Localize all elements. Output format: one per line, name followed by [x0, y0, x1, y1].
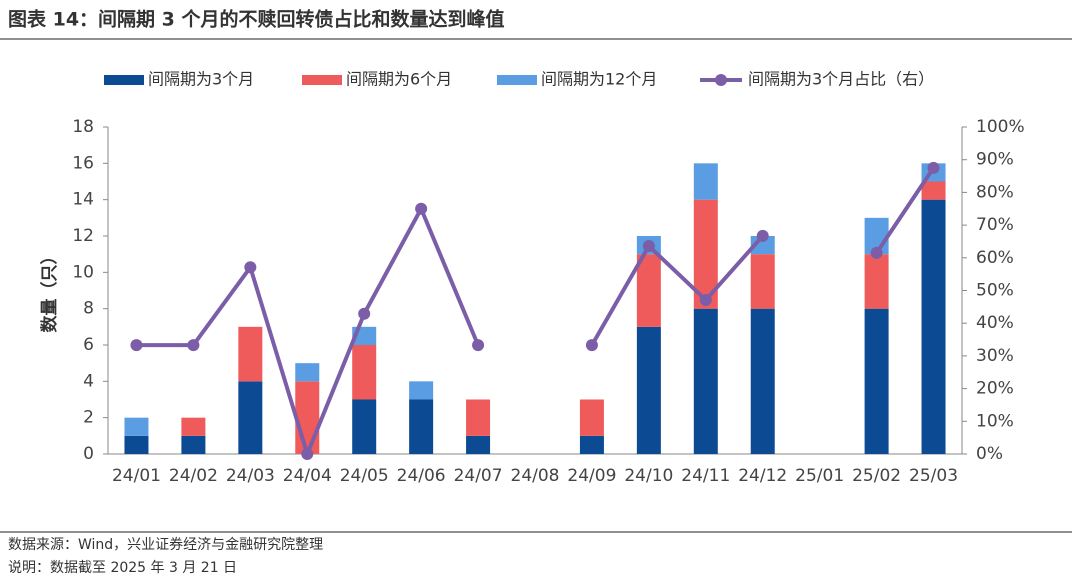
y2-tick-label: 40%	[976, 313, 1014, 333]
x-tick-label: 24/12	[738, 466, 787, 486]
bar-segment	[238, 326, 263, 382]
bar-segment	[579, 435, 604, 454]
x-tick-label: 24/05	[340, 466, 389, 486]
bar-segment	[124, 435, 149, 454]
y-tick-label: 12	[72, 226, 94, 246]
ratio-point	[927, 161, 940, 174]
x-tick-label: 24/08	[511, 466, 560, 486]
bar-segment	[466, 435, 491, 454]
y2-tick-label: 100%	[976, 117, 1025, 137]
bar-segment	[921, 199, 946, 454]
x-tick-label: 24/10	[624, 466, 673, 486]
bar-segment	[579, 399, 604, 436]
bar-segment	[693, 163, 718, 200]
bar-segment	[750, 308, 775, 454]
y-tick-label: 2	[83, 408, 94, 428]
y2-tick-label: 80%	[976, 182, 1014, 202]
ratio-point	[585, 339, 598, 352]
ratio-point	[187, 339, 200, 352]
legend-label: 间隔期为3个月	[148, 70, 254, 89]
x-tick-label: 24/06	[397, 466, 446, 486]
x-tick-label: 25/01	[795, 466, 844, 486]
x-tick-label: 24/03	[226, 466, 275, 486]
y2-tick-label: 10%	[976, 411, 1014, 431]
y2-tick-label: 70%	[976, 215, 1014, 235]
legend-marker	[715, 74, 727, 86]
bar-segment	[295, 381, 320, 454]
bar-segment	[636, 326, 661, 454]
y-tick-label: 8	[83, 299, 94, 319]
y-tick-label: 14	[72, 190, 94, 210]
y-tick-label: 4	[83, 371, 94, 391]
ratio-point	[642, 240, 655, 253]
bar-segment	[750, 254, 775, 309]
y-tick-label: 10	[72, 262, 94, 282]
legend-swatch	[302, 75, 342, 85]
legend-label: 间隔期为6个月	[346, 70, 452, 89]
bar-segment	[921, 181, 946, 200]
bar-segment	[181, 435, 206, 454]
y2-tick-label: 30%	[976, 346, 1014, 366]
bar-segment	[352, 345, 377, 400]
x-tick-label: 25/03	[909, 466, 958, 486]
bar-segment	[636, 254, 661, 327]
bar-segment	[693, 308, 718, 454]
bar-segment	[238, 381, 263, 454]
ratio-point	[699, 293, 712, 306]
bar-segment	[466, 399, 491, 436]
legend-label: 间隔期为12个月	[541, 70, 657, 89]
bar-segment	[352, 399, 377, 454]
y-tick-label: 18	[72, 117, 94, 137]
chart-title: 图表 14：间隔期 3 个月的不赎回转债占比和数量达到峰值	[8, 8, 505, 31]
x-tick-label: 24/04	[283, 466, 332, 486]
bar-segment	[864, 254, 889, 309]
bar-segment	[409, 399, 434, 454]
ratio-point	[130, 339, 143, 352]
x-tick-label: 24/01	[112, 466, 161, 486]
y-axis-label: 数量（只）	[39, 248, 60, 333]
bar-segment	[864, 308, 889, 454]
legend-swatch	[104, 75, 144, 85]
y2-tick-label: 50%	[976, 281, 1014, 301]
x-tick-label: 24/07	[454, 466, 503, 486]
bar-segment	[295, 363, 320, 382]
y2-tick-label: 60%	[976, 248, 1014, 268]
y2-tick-label: 0%	[976, 444, 1003, 464]
ratio-point	[756, 229, 769, 242]
x-tick-label: 24/11	[681, 466, 730, 486]
source-note: 数据来源：Wind，兴业证券经济与金融研究院整理	[8, 537, 323, 553]
x-tick-label: 24/02	[169, 466, 218, 486]
ratio-point	[358, 307, 371, 320]
ratio-point	[244, 261, 257, 274]
ratio-point	[415, 202, 428, 215]
x-tick-label: 25/02	[852, 466, 901, 486]
bar-segment	[124, 417, 149, 436]
ratio-point	[870, 246, 883, 259]
date-note: 说明：数据截至 2025 年 3 月 21 日	[8, 560, 237, 576]
legend-swatch	[497, 75, 537, 85]
y-tick-label: 6	[83, 335, 94, 355]
legend-label: 间隔期为3个月占比（右）	[748, 70, 934, 89]
ratio-point	[301, 448, 314, 460]
bar-segment	[409, 381, 434, 400]
x-tick-label: 24/09	[567, 466, 616, 486]
bar-segment	[181, 417, 206, 436]
y-tick-label: 16	[72, 153, 94, 173]
ratio-point	[472, 339, 485, 352]
y2-tick-label: 20%	[976, 379, 1014, 399]
y2-tick-label: 90%	[976, 150, 1014, 170]
y-tick-label: 0	[83, 444, 94, 464]
